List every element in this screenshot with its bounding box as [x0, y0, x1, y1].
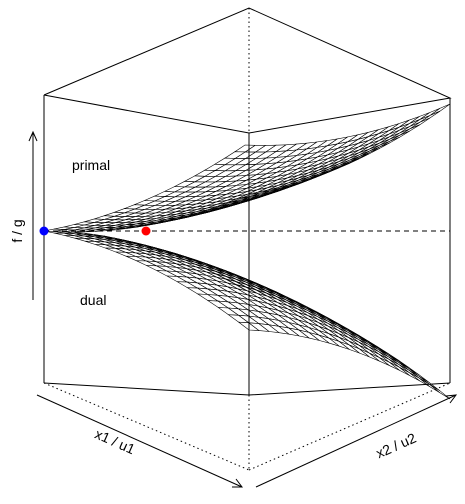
- box-top: [43, 7, 452, 134]
- box-bottom-back-right: [248, 382, 451, 471]
- z-axis-label: f / g: [9, 219, 25, 242]
- z-axis-arrow: [28, 130, 38, 300]
- dual-surface-facet: [429, 384, 451, 400]
- primal-surface: [43, 103, 451, 233]
- dual-label: dual: [80, 292, 106, 308]
- box-bottom-back-left: [43, 382, 250, 471]
- primal-surface-facet: [429, 103, 451, 116]
- y-axis-label: x2 / u2: [374, 429, 419, 461]
- dual-surface: [43, 230, 451, 400]
- dual-maximum-point: [39, 226, 49, 236]
- primal-label: primal: [72, 157, 110, 173]
- primal-minimum-point: [141, 226, 151, 236]
- box-bottom-front: [43, 382, 451, 396]
- box-edges: [43, 7, 452, 471]
- y-axis-arrow: [255, 394, 458, 488]
- x-axis-arrow: [36, 394, 243, 488]
